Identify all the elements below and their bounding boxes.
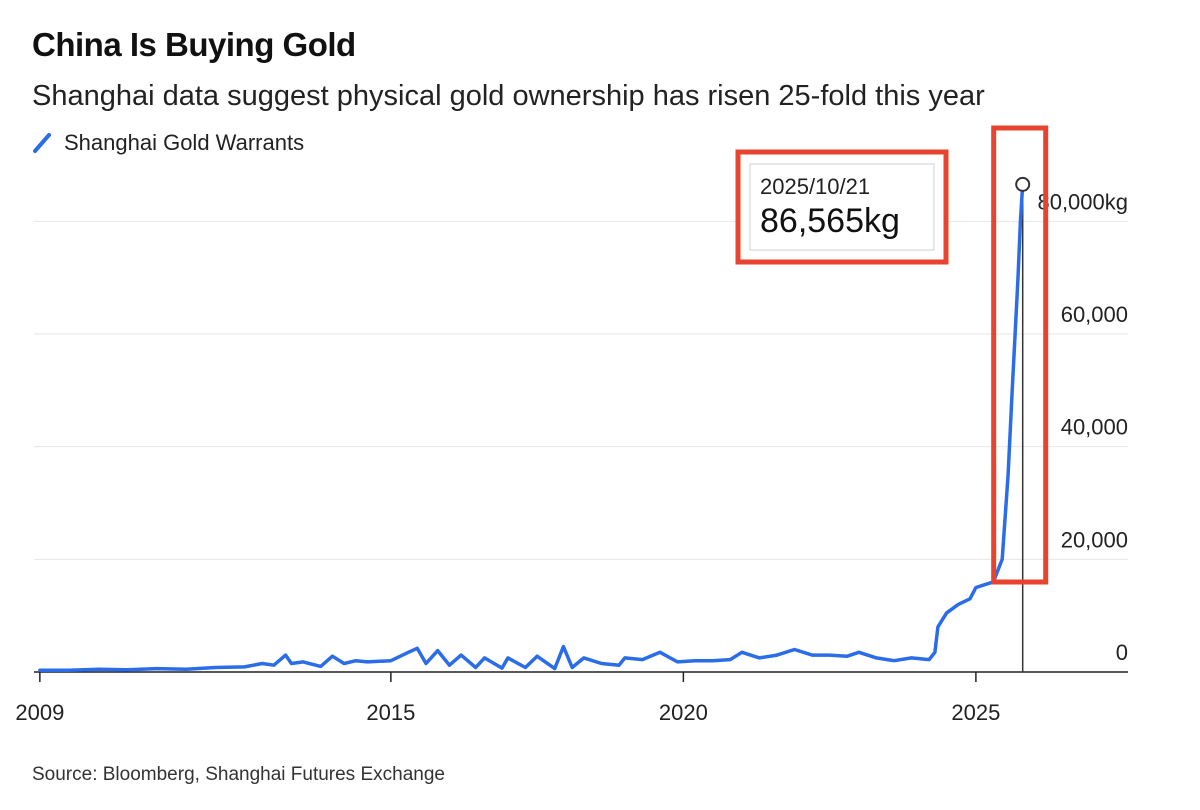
legend-line-icon (33, 133, 51, 153)
chart-title: China Is Buying Gold (32, 26, 356, 63)
y-tick-label: 0 (1116, 640, 1128, 665)
legend: Shanghai Gold Warrants (32, 130, 304, 156)
callout-value: 86,565kg (760, 202, 900, 240)
last-point-marker (1015, 176, 1031, 192)
y-tick-label: 40,000 (1061, 415, 1128, 440)
y-tick-label: 60,000 (1061, 302, 1128, 327)
source-note: Source: Bloomberg, Shanghai Futures Exch… (32, 764, 445, 785)
x-tick-label: 2009 (15, 700, 64, 725)
callout-inner-box (749, 163, 935, 251)
legend-label: Shanghai Gold Warrants (64, 130, 305, 155)
spike-highlight-box (991, 125, 1049, 585)
series-line-shanghai-gold-warrants (38, 182, 1025, 673)
y-tick-label: 80,000kg (1037, 189, 1128, 214)
y-tick-label: 20,000 (1061, 527, 1128, 552)
x-tick-label: 2020 (659, 700, 708, 725)
x-tick-label: 2015 (366, 700, 415, 725)
chart-subtitle: Shanghai data suggest physical gold owne… (32, 80, 985, 112)
x-tick-label: 2025 (951, 700, 1000, 725)
callout-date: 2025/10/21 (760, 174, 870, 199)
